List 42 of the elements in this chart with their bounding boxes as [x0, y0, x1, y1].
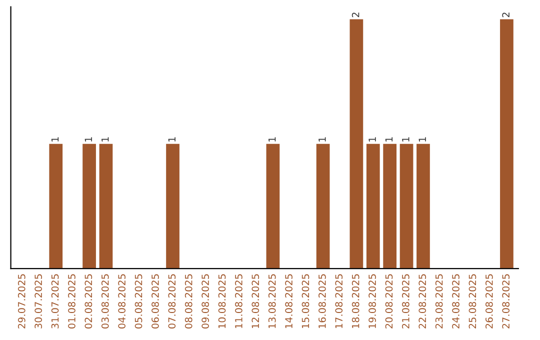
x-tick-label: 11.08.2025 — [235, 274, 242, 328]
x-tick-label: 21.08.2025 — [402, 274, 410, 328]
data-label: 2 — [352, 12, 360, 18]
x-tick-label: 08.08.2025 — [184, 274, 192, 328]
data-label: 1 — [268, 137, 276, 142]
x-tick-label: 29.07.2025 — [18, 274, 26, 328]
x-tick-label: 06.08.2025 — [152, 274, 159, 328]
x-tick-label: 30.07.2025 — [34, 274, 42, 328]
data-label: 1 — [168, 137, 176, 142]
x-tick-label: 31.07.2025 — [51, 274, 59, 328]
data-label: 1 — [102, 137, 109, 142]
data-label: 2 — [502, 12, 510, 18]
data-label: 1 — [368, 137, 376, 142]
x-tick-label: 20.08.2025 — [385, 274, 393, 328]
data-label: 1 — [84, 137, 92, 142]
x-tick-label: 04.08.2025 — [118, 274, 126, 328]
x-tick-label: 07.08.2025 — [168, 274, 176, 328]
x-tick-label: 01.08.2025 — [68, 274, 76, 328]
x-tick-label: 03.08.2025 — [101, 274, 109, 328]
x-tick-label: 24.08.2025 — [452, 274, 460, 328]
x-tick-label: 17.08.2025 — [335, 274, 343, 328]
x-tick-label: 02.08.2025 — [84, 274, 92, 328]
x-tick-label: 26.08.2025 — [485, 274, 493, 328]
x-tick-label: 25.08.2025 — [468, 274, 476, 328]
x-tick-label: 05.08.2025 — [134, 274, 142, 328]
x-tick-label: 18.08.2025 — [352, 274, 360, 328]
x-tick-label: 14.08.2025 — [285, 274, 292, 328]
x-tick-label: 13.08.2025 — [268, 274, 276, 328]
x-tick-label: 10.08.2025 — [218, 274, 226, 328]
x-tick-label: 12.08.2025 — [252, 274, 260, 328]
data-label: 1 — [385, 137, 393, 142]
x-tick-label: 09.08.2025 — [202, 274, 209, 328]
x-tick-label: 23.08.2025 — [435, 274, 443, 328]
data-label: 1 — [318, 137, 326, 142]
data-label: 1 — [418, 137, 426, 142]
data-label: 1 — [51, 137, 59, 142]
x-tick-label: 15.08.2025 — [302, 274, 310, 328]
x-tick-label: 16.08.2025 — [318, 274, 326, 328]
data-label: 1 — [402, 137, 410, 142]
x-tick-label: 22.08.2025 — [418, 274, 426, 328]
x-tick-label: 19.08.2025 — [368, 274, 376, 328]
x-tick-label: 27.08.2025 — [502, 274, 510, 328]
